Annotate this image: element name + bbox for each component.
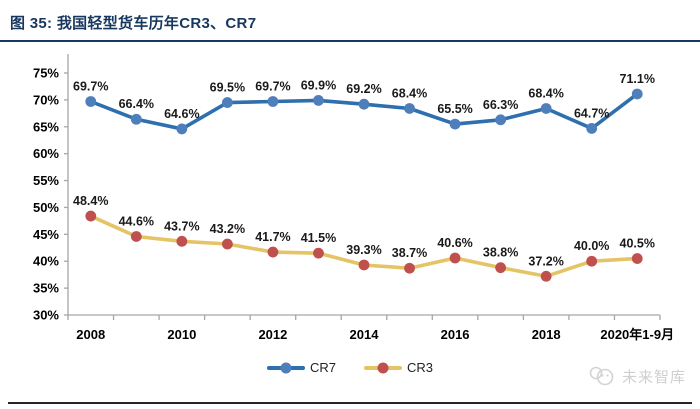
data-label-cr7: 64.7% [574,106,609,120]
y-axis-tick-label: 60% [33,146,59,161]
series-marker-cr7 [540,103,552,114]
chart-legend: CR7 CR3 [0,360,700,375]
series-marker-cr7 [631,88,643,100]
y-axis-tick-label: 55% [33,173,59,188]
y-axis-tick-label: 65% [33,119,59,134]
y-axis-tick-label: 30% [33,308,59,323]
legend-item-cr3: CR3 [364,360,433,375]
series-marker-cr7 [176,123,188,135]
y-axis-tick-label: 45% [33,227,59,242]
data-label-cr3: 37.2% [528,254,563,268]
series-marker-cr3 [449,252,461,264]
series-marker-cr7 [130,113,142,125]
chart-canvas: 30% 35% 40% 45% 50% 55% 60% 65% 70% 75% 2008 2010 20… [33,54,674,342]
watermark: 未来智库 [588,365,686,387]
legend-label-cr7: CR7 [309,360,336,375]
x-axis-tick-label: 2016 [441,327,470,342]
data-label-cr7: 69.2% [346,82,381,96]
y-axis-tick-label: 70% [33,92,59,107]
data-label-cr7: 65.5% [437,102,472,116]
data-label-cr7: 71.1% [620,72,655,86]
data-label-cr7: 69.9% [301,78,336,92]
legend-item-cr7: CR7 [266,360,336,375]
data-label-cr3: 40.0% [574,239,609,253]
data-label-cr3: 48.4% [73,194,108,208]
data-label-cr3: 38.7% [392,246,427,260]
legend-label-cr3: CR3 [407,360,434,375]
legend-swatch-cr3 [364,362,402,373]
series-marker-cr3 [130,231,142,242]
y-axis-tick-label: 75% [33,66,59,81]
series-marker-cr3 [267,246,279,258]
data-label-cr7: 69.5% [210,81,245,95]
series-marker-cr7 [449,118,461,130]
data-label-cr3: 38.8% [483,246,518,260]
x-axis-tick-label: 2018 [532,327,561,342]
y-axis-tick-label: 40% [33,254,59,269]
series-marker-cr3 [404,262,415,274]
series-marker-cr7 [358,98,370,110]
x-axis-tick-label: 2012 [258,327,287,342]
series-marker-cr7 [495,114,507,126]
series-marker-cr3 [358,259,370,271]
data-label-cr3: 39.3% [346,243,381,257]
series-marker-cr7 [221,97,233,108]
data-label-cr3: 44.6% [119,214,154,228]
data-label-cr3: 41.5% [301,231,336,245]
data-label-cr3: 40.5% [620,237,655,251]
data-label-cr3: 40.6% [437,236,472,250]
series-marker-cr3 [540,270,552,282]
legend-swatch-cr7 [266,362,305,373]
series-marker-cr7 [404,103,415,114]
series-marker-cr3 [176,235,188,247]
series-marker-cr3 [495,262,507,274]
data-label-cr7: 69.7% [73,80,108,94]
figure-title: 图 35: 我国轻型货车历年CR3、CR7 [10,15,257,32]
series-marker-cr3 [586,255,598,267]
series-marker-cr7 [586,122,598,134]
series-marker-cr7 [313,95,324,106]
x-axis-tick-label: 2020年1-9月 [600,327,674,342]
x-axis-tick-label: 2010 [167,327,196,342]
series-marker-cr7 [267,96,279,107]
data-label-cr7: 66.3% [483,98,518,112]
x-axis-tick-label: 2014 [350,327,380,342]
data-label-cr7: 69.7% [255,80,290,94]
data-label-cr7: 68.4% [528,86,563,100]
series-marker-cr3 [313,247,324,259]
data-label-cr3: 41.7% [255,230,290,244]
y-axis-tick-label: 50% [33,200,59,215]
data-label-cr3: 43.2% [210,222,245,236]
data-label-cr7: 64.6% [164,107,199,121]
watermark-logo-icon [589,366,614,386]
figure-header: 图 35: 我国轻型货车历年CR3、CR7 [0,0,700,42]
legend-marker-cr3 [377,362,389,373]
series-marker-cr3 [221,238,233,250]
watermark-text: 未来智库 [621,368,686,386]
bottom-divider [8,402,692,404]
series-marker-cr3 [85,210,97,222]
series-marker-cr3 [631,253,643,264]
x-axis-tick-label: 2008 [76,327,105,342]
data-label-cr7: 68.4% [392,86,427,100]
chart-area: 30% 35% 40% 45% 50% 55% 60% 65% 70% 75% 2008 2010 20… [0,42,700,348]
data-label-cr3: 43.7% [164,219,199,233]
data-label-cr7: 66.4% [119,97,154,111]
legend-marker-cr7 [280,362,292,373]
series-marker-cr7 [85,96,97,107]
y-axis-tick-label: 35% [33,281,59,296]
